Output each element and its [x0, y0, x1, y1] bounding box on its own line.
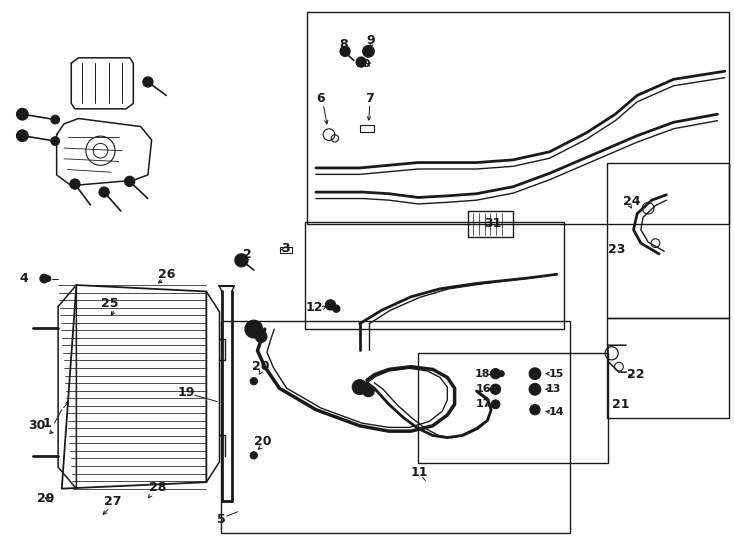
Bar: [307, 12, 729, 224]
Text: 5: 5: [217, 514, 225, 526]
Text: 10: 10: [356, 59, 371, 69]
Text: 28: 28: [150, 481, 167, 494]
Bar: [606, 163, 729, 319]
Circle shape: [51, 137, 59, 145]
Text: 18: 18: [475, 369, 490, 379]
Bar: [606, 319, 729, 418]
Circle shape: [352, 380, 367, 394]
Circle shape: [125, 176, 135, 186]
Circle shape: [498, 371, 504, 376]
Text: 22: 22: [627, 368, 644, 381]
Bar: [221, 321, 570, 533]
Bar: [360, 125, 374, 132]
Circle shape: [99, 187, 109, 197]
Text: 24: 24: [622, 195, 640, 208]
Text: 2: 2: [243, 248, 252, 261]
Circle shape: [532, 371, 538, 376]
Text: 15: 15: [549, 369, 564, 379]
Bar: [280, 247, 292, 253]
Text: 20: 20: [254, 435, 272, 448]
Circle shape: [356, 57, 366, 67]
Text: 3: 3: [281, 242, 289, 255]
Circle shape: [102, 190, 106, 194]
Text: 7: 7: [366, 92, 374, 105]
Circle shape: [70, 179, 80, 189]
Text: 1: 1: [43, 416, 51, 430]
Circle shape: [356, 383, 363, 391]
Text: 20: 20: [252, 360, 270, 373]
Circle shape: [250, 377, 258, 385]
Circle shape: [490, 369, 501, 379]
Circle shape: [73, 182, 77, 186]
Text: 13: 13: [545, 384, 561, 394]
Text: 26: 26: [158, 268, 175, 281]
Circle shape: [529, 368, 541, 380]
Text: 27: 27: [104, 495, 122, 508]
Text: 16: 16: [476, 384, 492, 394]
Circle shape: [363, 45, 374, 57]
Circle shape: [40, 274, 48, 283]
Circle shape: [250, 325, 258, 334]
Circle shape: [363, 385, 374, 397]
Text: 9: 9: [366, 34, 375, 47]
Circle shape: [340, 46, 350, 57]
Bar: [305, 221, 564, 329]
Circle shape: [235, 254, 248, 267]
Text: 30: 30: [28, 419, 46, 433]
Bar: [418, 353, 608, 463]
Circle shape: [143, 77, 153, 87]
Text: 8: 8: [339, 38, 348, 51]
Bar: [468, 211, 513, 237]
Circle shape: [490, 384, 501, 394]
Circle shape: [333, 305, 340, 312]
Circle shape: [250, 451, 258, 459]
Circle shape: [16, 109, 28, 120]
Circle shape: [529, 383, 541, 395]
Text: 6: 6: [316, 92, 324, 105]
Text: 25: 25: [101, 298, 119, 310]
Circle shape: [128, 179, 132, 184]
Circle shape: [16, 130, 28, 141]
Text: 12: 12: [305, 301, 323, 314]
Text: 17: 17: [476, 399, 492, 409]
Text: 31: 31: [484, 217, 501, 230]
Text: 14: 14: [549, 407, 564, 417]
Circle shape: [325, 300, 335, 310]
Text: 29: 29: [37, 492, 54, 505]
Circle shape: [45, 276, 51, 281]
Circle shape: [255, 331, 267, 342]
Circle shape: [245, 320, 263, 338]
Text: 4: 4: [19, 272, 28, 285]
Text: 21: 21: [612, 398, 630, 411]
Circle shape: [366, 49, 371, 53]
Text: 23: 23: [608, 243, 625, 256]
Text: 11: 11: [411, 466, 429, 479]
Circle shape: [530, 404, 540, 415]
Circle shape: [51, 115, 59, 124]
Text: 19: 19: [177, 386, 195, 399]
Circle shape: [491, 400, 500, 409]
